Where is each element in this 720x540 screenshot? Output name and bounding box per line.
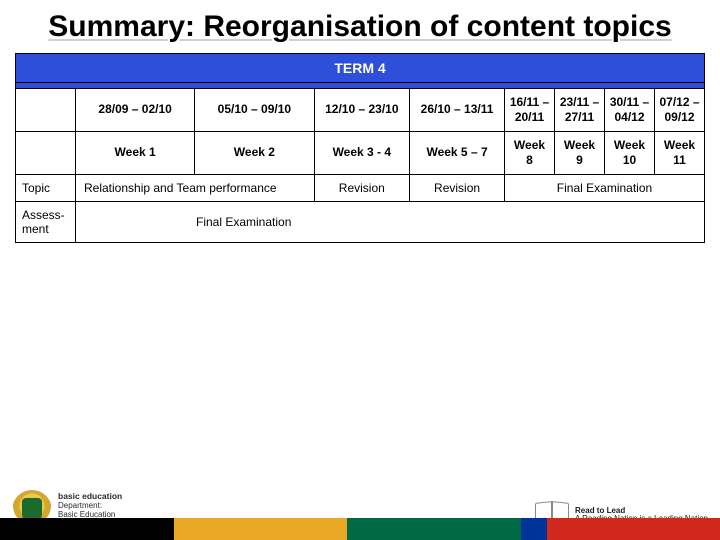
footer: basic education Department: Basic Educat…	[0, 478, 720, 540]
date-cell: 07/12 – 09/12	[655, 88, 705, 131]
date-cell: 23/11 – 27/11	[555, 88, 605, 131]
topic-cell: Revision	[410, 174, 505, 201]
weeks-row: Week 1 Week 2 Week 3 - 4 Week 5 – 7 Week…	[16, 131, 705, 174]
topic-cell: Revision	[314, 174, 410, 201]
date-cell: 12/10 – 23/10	[314, 88, 410, 131]
bar-segment	[521, 518, 547, 540]
bar-segment	[0, 518, 174, 540]
date-cell: 26/10 – 13/11	[410, 88, 505, 131]
week-cell: Week 8	[505, 131, 555, 174]
date-cell: 28/09 – 02/10	[76, 88, 195, 131]
assessment-cell: Final Examination	[76, 201, 705, 242]
bar-segment	[347, 518, 521, 540]
week-cell: Week 10	[605, 131, 655, 174]
assessment-row: Assess- ment Final Examination	[16, 201, 705, 242]
page-title: Summary: Reorganisation of content topic…	[0, 0, 720, 53]
bar-segment	[547, 518, 720, 540]
row-label-assessment: Assess- ment	[16, 201, 76, 242]
topic-cell: Final Examination	[505, 174, 705, 201]
plan-table: TERM 4 28/09 – 02/10 05/10 – 09/10 12/10…	[15, 53, 705, 243]
row-label-topic: Topic	[16, 174, 76, 201]
week-cell: Week 3 - 4	[314, 131, 410, 174]
dept-line2: Department:	[58, 501, 102, 510]
footer-color-bar	[0, 518, 720, 540]
title-text: Summary: Reorganisation of content topic…	[20, 10, 700, 45]
term-header: TERM 4	[16, 53, 705, 82]
week-cell: Week 5 – 7	[410, 131, 505, 174]
row-label-blank	[16, 88, 76, 131]
dates-row: 28/09 – 02/10 05/10 – 09/10 12/10 – 23/1…	[16, 88, 705, 131]
week-cell: Week 11	[655, 131, 705, 174]
date-cell: 30/11 – 04/12	[605, 88, 655, 131]
date-cell: 16/11 – 20/11	[505, 88, 555, 131]
dept-line1: basic education	[58, 491, 122, 501]
topic-cell: Relationship and Team performance	[76, 174, 315, 201]
row-label-blank	[16, 131, 76, 174]
week-cell: Week 2	[195, 131, 314, 174]
bar-segment	[174, 518, 348, 540]
week-cell: Week 1	[76, 131, 195, 174]
date-cell: 05/10 – 09/10	[195, 88, 314, 131]
week-cell: Week 9	[555, 131, 605, 174]
topic-row: Topic Relationship and Team performance …	[16, 174, 705, 201]
